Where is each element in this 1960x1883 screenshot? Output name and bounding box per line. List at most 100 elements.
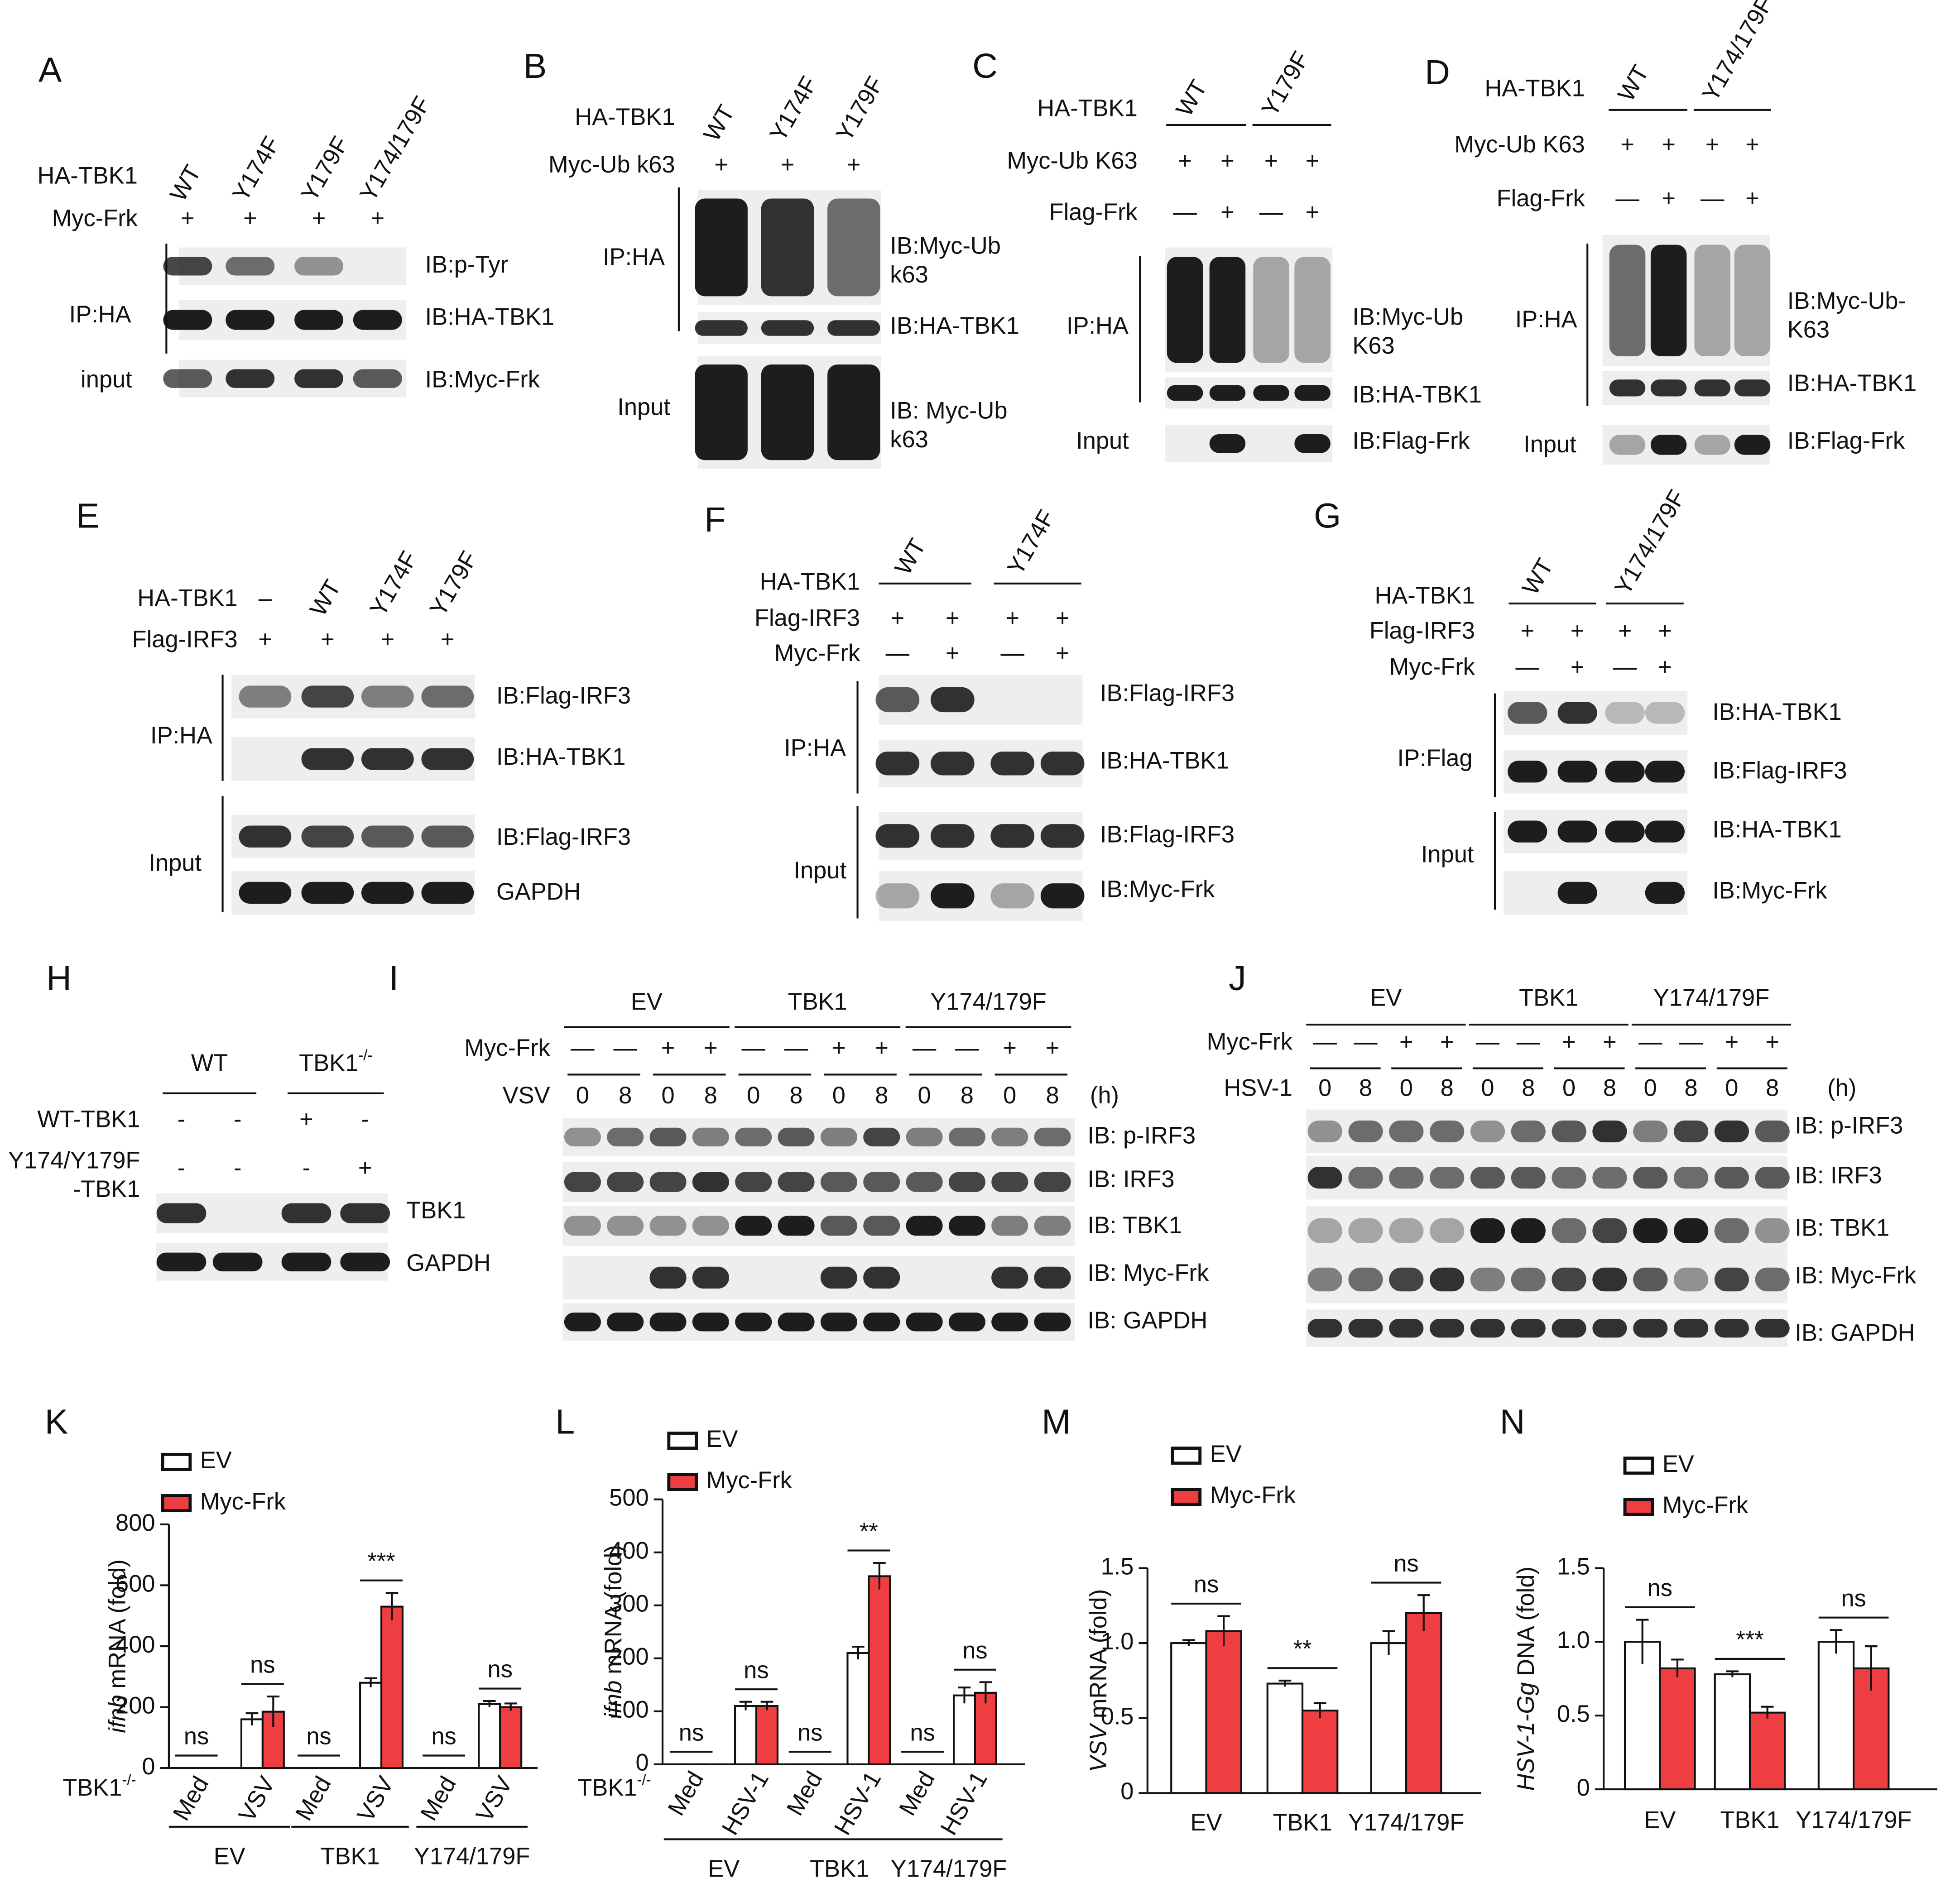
lane-mark: - [234, 1155, 241, 1181]
blot-band [1605, 820, 1645, 843]
blot-band [1307, 1166, 1342, 1189]
label-line: IB:Flag-IRF3 [1100, 680, 1235, 706]
lane-mark: 0 [747, 1083, 760, 1109]
lane-mark: 0 [1481, 1075, 1494, 1101]
blot-band [361, 882, 414, 904]
lane-mark: 0 [661, 1083, 674, 1109]
row-label: Myc-Ub K63 [1454, 132, 1585, 158]
blot-band [735, 1172, 772, 1192]
blot-band [692, 1172, 729, 1192]
blot-band [1557, 761, 1597, 783]
blot-band [1605, 761, 1645, 783]
lane-mark: 8 [789, 1083, 802, 1109]
lane-mark: — [742, 1035, 766, 1061]
lane-mark: + [1003, 1035, 1017, 1061]
blot-band [778, 1216, 815, 1236]
blot-band [1034, 1216, 1071, 1236]
antibody-label: IB:HA-TBK1 [890, 313, 1019, 339]
error-bar [760, 1701, 773, 1711]
blot-band [1592, 1166, 1627, 1189]
panel-letter: C [972, 47, 998, 86]
lane-mark: 8 [1603, 1075, 1616, 1101]
group-label: Input [149, 850, 202, 877]
row-label: HA-TBK1 [1484, 76, 1585, 102]
antibody-label: IB:Flag-IRF3 [1712, 757, 1847, 784]
lane-mark: — [1259, 199, 1283, 225]
lane-mark: + [1705, 132, 1720, 158]
blot-band [1552, 1267, 1586, 1292]
blot-band [1034, 1127, 1071, 1147]
blot-band [827, 198, 880, 297]
blot-band [863, 1127, 900, 1147]
antibody-label: IB: Myc-Ub k63 [890, 398, 1007, 453]
row-label: Myc-Ub k63 [548, 152, 675, 178]
blot-band [1714, 1120, 1749, 1143]
blot-band [1633, 1218, 1668, 1243]
significance-label: ** [1293, 1636, 1312, 1663]
blot-band [1389, 1318, 1424, 1338]
legend-label: Myc-Frk [706, 1467, 793, 1494]
blot-band [1633, 1267, 1668, 1292]
lane-mark: + [891, 605, 905, 632]
row-label: Flag-IRF3 [754, 605, 860, 632]
antibody-label: IB:HA-TBK1 [1100, 747, 1229, 774]
blot-band [1253, 385, 1289, 401]
blot-band [607, 1172, 644, 1192]
label-text: TBK1 [299, 1050, 358, 1076]
y-tick-label: 0.5 [1557, 1701, 1590, 1727]
blot-band [1755, 1166, 1790, 1189]
antibody-label: IB: Myc-Frk [1795, 1262, 1917, 1289]
significance-label: ns [797, 1720, 822, 1746]
blot-band [820, 1172, 857, 1192]
blot-band [301, 882, 354, 904]
group-label: Input [1076, 428, 1129, 454]
blot-band [875, 687, 920, 713]
blot-band [990, 752, 1035, 776]
blot-band [1650, 379, 1687, 397]
error-bar [483, 1700, 496, 1707]
blot-band [1605, 702, 1645, 724]
label-line: IB: GAPDH [1087, 1308, 1207, 1334]
lane-mark: — [1613, 654, 1637, 680]
blot-band [930, 687, 975, 713]
label-line: GAPDH [496, 879, 581, 905]
antibody-label: TBK1 [406, 1198, 466, 1224]
error-bar [1417, 1594, 1430, 1631]
blot-band [930, 824, 975, 848]
blot-band [163, 310, 212, 330]
lane-mark: — [1701, 185, 1725, 211]
bar [1205, 1630, 1242, 1794]
row-label: Flag-Frk [1497, 185, 1585, 211]
lane-mark: — [913, 1035, 937, 1061]
blot-band [239, 882, 292, 904]
blot-band [991, 1172, 1028, 1192]
significance-label: ns [1841, 1586, 1866, 1612]
blot-band [564, 1216, 601, 1236]
blot-band [1714, 1267, 1749, 1292]
antibody-label: IB: p-IRF3 [1087, 1122, 1196, 1149]
label-line: IB: p-IRF3 [1795, 1112, 1903, 1139]
panel-letter: D [1425, 53, 1450, 92]
blot-band [991, 1313, 1028, 1332]
lane-mark: + [1662, 185, 1676, 211]
error-bar [979, 1681, 992, 1704]
row-label: Myc-Frk [1207, 1029, 1293, 1055]
panel-letter: G [1314, 497, 1341, 536]
blot-band [930, 752, 975, 776]
blot-band [1755, 1218, 1790, 1243]
blot-band [1694, 379, 1730, 397]
unit-label: (h) [1827, 1075, 1856, 1101]
blot-band [1645, 820, 1685, 843]
blot-band [1253, 257, 1289, 363]
legend-swatch [1623, 1457, 1654, 1475]
blot-band [1294, 434, 1331, 453]
antibody-label: IB: TBK1 [1795, 1215, 1889, 1241]
blot-band [1511, 1166, 1546, 1189]
label-line: IB: IRF3 [1087, 1166, 1174, 1193]
label-line: IB:Flag-IRF3 [496, 824, 631, 850]
lane-mark: - [234, 1106, 241, 1132]
blot-band [1389, 1120, 1424, 1143]
row-label: Flag-IRF3 [132, 627, 238, 653]
blot-band [1209, 385, 1246, 401]
label-sup: -/- [637, 1772, 651, 1788]
